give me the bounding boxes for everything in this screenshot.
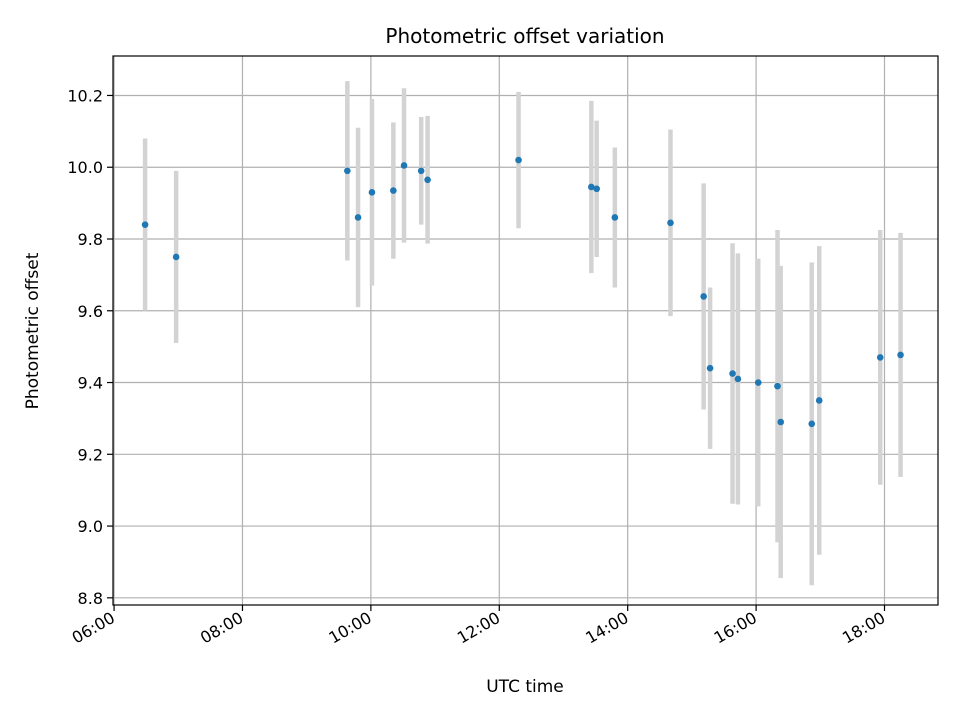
data-point [515,156,522,164]
y-tick-label: 9.4 [78,374,103,393]
y-tick-label: 9.0 [78,517,103,536]
y-tick-label: 9.8 [78,230,103,249]
plot-area-frame [112,55,939,606]
data-point [729,370,736,377]
data-point [700,293,707,300]
data-point [897,351,904,359]
data-point [754,379,762,386]
data-point [706,364,714,372]
y-tick-label: 9.6 [78,302,103,321]
data-point [390,187,397,194]
data-point [734,375,742,383]
data-point [172,253,180,261]
data-point [588,183,595,191]
data-point [774,382,781,390]
data-point [808,420,816,428]
data-point [424,176,431,184]
data-point [141,221,149,228]
data-point [344,167,351,175]
data-point [611,214,619,221]
data-point [777,418,785,426]
data-points [141,156,904,428]
data-point [593,185,600,193]
data-point [400,162,408,169]
y-tick-label: 8.8 [78,589,103,608]
data-point [354,214,362,221]
data-point [417,167,425,175]
y-axis-title: Photometric offset [23,252,43,409]
data-point [815,397,823,404]
data-point [368,189,376,196]
y-tick-label: 10.0 [67,158,103,177]
y-tick-label: 10.2 [67,86,103,105]
data-point [667,219,674,227]
y-tick-label: 9.2 [78,445,103,464]
data-point [876,354,884,361]
chart-title: Photometric offset variation [385,24,664,48]
x-axis-title: UTC time [486,677,564,697]
